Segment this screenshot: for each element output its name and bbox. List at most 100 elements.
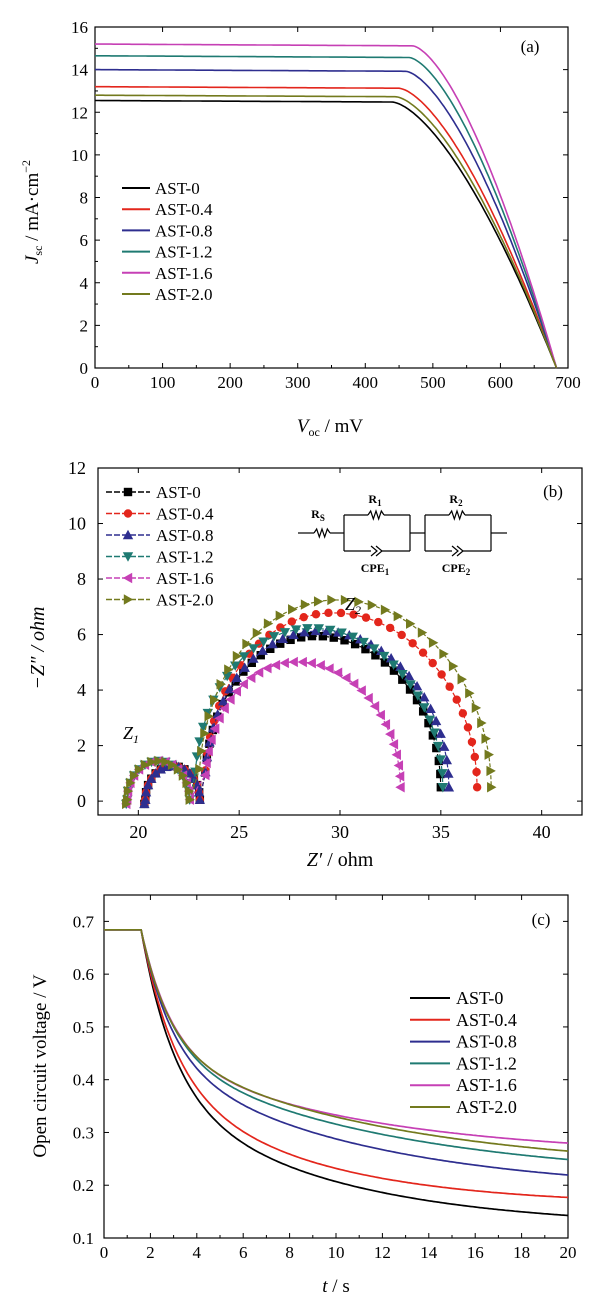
data-point <box>437 769 448 779</box>
data-point <box>332 667 343 678</box>
legend-label: AST-1.2 <box>155 243 212 262</box>
data-point <box>256 650 265 660</box>
data-point <box>277 633 289 643</box>
data-point <box>471 702 482 714</box>
y-tick-label: 14 <box>71 61 89 80</box>
data-point <box>248 644 259 654</box>
data-point <box>122 529 134 540</box>
y-axis-title: Jsc / mA·cm−2 <box>19 160 45 264</box>
data-point <box>465 688 475 699</box>
data-point <box>437 670 446 679</box>
data-point <box>405 685 415 694</box>
data-point <box>201 757 211 769</box>
data-point <box>424 715 436 726</box>
data-point <box>122 552 134 562</box>
data-point <box>385 728 395 740</box>
cpe-element <box>370 545 383 557</box>
series-line-AST-0 <box>95 99 558 369</box>
data-point <box>161 756 171 768</box>
data-point <box>375 709 385 721</box>
data-point <box>371 651 380 660</box>
legend-label: AST-1.2 <box>456 1053 517 1073</box>
data-point <box>398 675 407 684</box>
y-tick-label: 2 <box>80 316 89 335</box>
resistor <box>367 509 385 521</box>
series-AST-1.6 <box>121 656 405 810</box>
series-line <box>125 627 444 805</box>
data-point <box>380 604 391 616</box>
data-point <box>147 756 157 768</box>
circuit-label: CPE1 <box>361 561 390 577</box>
x-tick-label: 0 <box>100 1243 109 1262</box>
equivalent-circuit: RS R1 R2 CPE1 CPE2 <box>298 492 507 577</box>
data-point <box>412 691 423 701</box>
data-point <box>378 651 390 662</box>
data-point <box>412 695 422 705</box>
legend-label: AST-1.2 <box>156 548 213 567</box>
data-point <box>231 686 241 697</box>
data-point <box>246 672 256 683</box>
data-point <box>173 764 184 775</box>
data-point <box>286 635 295 645</box>
x-tick-label: 20 <box>129 822 147 842</box>
legend: AST-0 AST-0.4 AST-0.8 AST-1.2 AST-1.6 AST-2.0 <box>122 179 213 304</box>
data-point <box>443 782 455 792</box>
y-tick-label: 10 <box>68 514 86 534</box>
y-tick-label: 8 <box>80 189 89 208</box>
x-tick-label: 600 <box>488 373 514 392</box>
data-point <box>391 749 401 760</box>
legend-label: AST-2.0 <box>156 591 213 610</box>
circuit-label: R2 <box>449 492 463 508</box>
data-point <box>408 639 417 648</box>
data-point <box>432 741 444 752</box>
series-line <box>125 661 402 805</box>
y-tick-label: 6 <box>77 625 86 645</box>
data-point <box>380 719 391 730</box>
data-point <box>395 782 405 793</box>
y-tick-label: 0.5 <box>73 1018 94 1037</box>
data-point <box>356 685 366 696</box>
x-tick-label: 20 <box>560 1243 577 1262</box>
data-point <box>418 648 428 657</box>
x-tick-label: 18 <box>513 1243 530 1262</box>
legend-label: AST-0.8 <box>456 1032 517 1052</box>
x-tick-label: 2 <box>146 1243 155 1262</box>
data-point <box>358 637 369 648</box>
data-point <box>195 763 205 775</box>
data-point <box>206 734 216 745</box>
data-point <box>350 639 360 649</box>
y-tick-label: 12 <box>71 103 88 122</box>
data-point <box>361 613 371 622</box>
data-point <box>224 683 235 694</box>
data-point <box>275 610 286 621</box>
data-point <box>419 691 430 702</box>
data-point <box>306 657 316 669</box>
data-point <box>411 680 423 691</box>
data-point <box>428 637 439 648</box>
data-point <box>197 722 209 733</box>
data-point <box>122 572 133 584</box>
resistor <box>313 527 331 539</box>
x-tick-label: 14 <box>420 1243 438 1262</box>
y-tick-label: 6 <box>80 231 89 250</box>
data-point <box>472 767 481 777</box>
x-tick-label: 10 <box>328 1243 345 1262</box>
y-tick-label: 16 <box>71 18 88 37</box>
data-point <box>439 741 450 751</box>
y-tick-label: 0 <box>77 791 86 811</box>
x-tick-label: 30 <box>331 822 349 842</box>
series-line-AST-2.0 <box>95 94 558 369</box>
data-point <box>270 659 281 671</box>
data-point <box>123 594 134 605</box>
cpe-element <box>451 545 464 557</box>
legend-label: AST-0 <box>156 483 201 502</box>
data-point <box>297 656 307 668</box>
data-point <box>441 754 453 765</box>
data-point <box>313 596 324 607</box>
data-point <box>428 731 438 740</box>
x-tick-label: 200 <box>217 373 243 392</box>
annotation-z2: Z2 <box>345 594 361 617</box>
x-tick-label: 12 <box>374 1243 391 1262</box>
data-point <box>307 631 317 641</box>
data-point <box>266 644 275 654</box>
